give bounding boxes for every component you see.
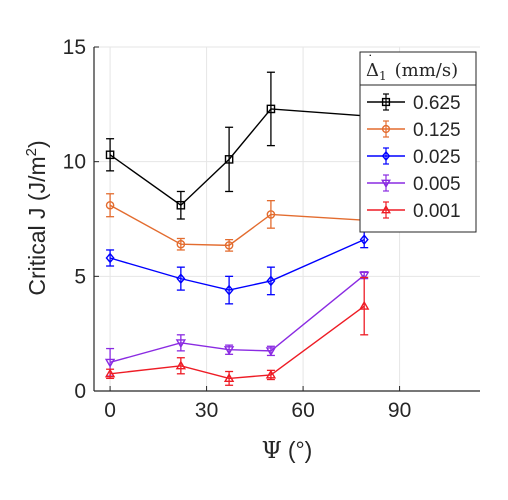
data-point bbox=[266, 275, 276, 287]
data-point bbox=[266, 104, 276, 114]
data-point bbox=[223, 346, 235, 356]
legend-title-unit: (mm/s) bbox=[395, 60, 458, 81]
legend: Δ1 (mm/s) ˙ 0.625 0.125 0.025 0.005 0.001 bbox=[359, 51, 477, 233]
legend-marker bbox=[381, 204, 391, 214]
legend-title: Δ1 (mm/s) bbox=[366, 60, 458, 83]
data-point bbox=[104, 358, 116, 368]
legend-label: 0.625 bbox=[413, 93, 461, 114]
data-point bbox=[105, 200, 115, 210]
data-point bbox=[176, 273, 186, 285]
y-axis-title-main: Critical J (J/m bbox=[24, 156, 50, 295]
y-tick-label: 10 bbox=[63, 151, 86, 174]
x-tick-label: 90 bbox=[388, 399, 411, 422]
legend-title-sub: 1 bbox=[379, 69, 387, 83]
data-point bbox=[104, 368, 116, 378]
legend-label: 0.025 bbox=[413, 147, 461, 168]
x-axis-title: Ψ (°) bbox=[262, 437, 313, 464]
x-tick-label: 60 bbox=[291, 399, 314, 422]
legend-marker bbox=[381, 150, 391, 162]
data-point bbox=[266, 210, 276, 219]
data-point bbox=[359, 234, 369, 246]
axes: 0 30 60 90 0 5 10 15 bbox=[63, 36, 480, 422]
legend-label: 0.125 bbox=[413, 120, 461, 141]
series-0.001 bbox=[104, 276, 370, 386]
legend-item-0.125: 0.125 bbox=[367, 120, 461, 141]
data-point bbox=[176, 200, 186, 210]
legend-title-symbol: Δ bbox=[366, 60, 379, 81]
legend-label: 0.001 bbox=[413, 201, 461, 222]
legend-items: 0.625 0.125 0.025 0.005 0.001 bbox=[367, 93, 461, 222]
legend-item-0.001: 0.001 bbox=[367, 201, 461, 222]
data-point bbox=[265, 347, 277, 357]
data-point bbox=[265, 369, 277, 379]
data-point bbox=[224, 155, 234, 164]
x-axis-symbol: Ψ bbox=[262, 438, 282, 464]
legend-marker bbox=[381, 97, 391, 107]
legend-title-dot: ˙ bbox=[368, 53, 373, 70]
x-tick-label: 30 bbox=[195, 399, 218, 422]
series-0.025 bbox=[105, 230, 369, 305]
data-point bbox=[359, 271, 370, 281]
data-point bbox=[175, 360, 187, 370]
y-axis-title-end: ) bbox=[24, 140, 50, 148]
data-point bbox=[175, 339, 187, 349]
data-point bbox=[105, 150, 115, 160]
legend-item-0.005: 0.005 bbox=[367, 174, 461, 195]
legend-item-0.025: 0.025 bbox=[367, 147, 461, 168]
legend-box bbox=[359, 51, 477, 233]
data-point bbox=[224, 284, 234, 296]
legend-label: 0.005 bbox=[413, 174, 461, 195]
legend-item-0.625: 0.625 bbox=[367, 93, 461, 114]
y-tick-label: 5 bbox=[74, 265, 86, 288]
y-tick-label: 0 bbox=[74, 380, 86, 403]
y-axis-title-sup: 2 bbox=[23, 148, 40, 156]
data-point bbox=[105, 252, 115, 264]
y-tick-label: 15 bbox=[63, 36, 86, 59]
legend-marker bbox=[381, 124, 391, 134]
series-0.005 bbox=[104, 271, 370, 377]
legend-marker bbox=[381, 179, 391, 189]
data-point bbox=[224, 241, 234, 250]
x-tick-label: 0 bbox=[104, 399, 116, 422]
data-point bbox=[176, 239, 186, 249]
data-point bbox=[359, 300, 370, 310]
x-axis-unit: (°) bbox=[288, 437, 313, 463]
data-point bbox=[223, 373, 235, 382]
y-axis-title: Critical J (J/m2) bbox=[23, 140, 50, 295]
